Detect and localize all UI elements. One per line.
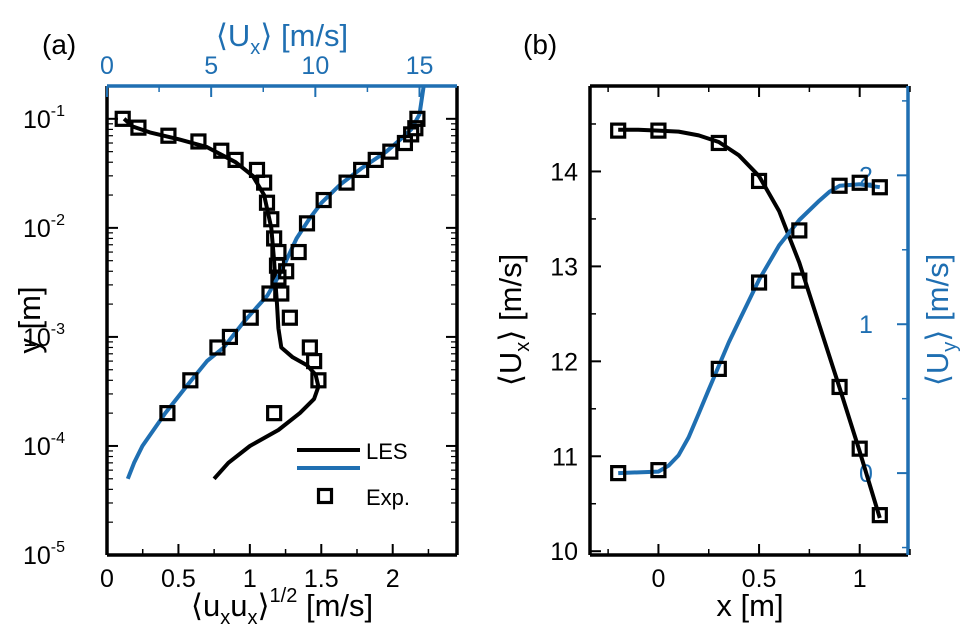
- x-tick-label: 0.5: [742, 565, 777, 593]
- exp-marker: [263, 211, 280, 228]
- exp-marker: [290, 243, 307, 261]
- exp-marker-uy: [610, 465, 627, 482]
- y-left-tick-label: 12: [550, 348, 578, 376]
- y-left-tick-label: 11: [552, 443, 578, 471]
- exp-marker: [190, 133, 207, 150]
- y-right-axis-label: ⟨Uy⟩ [m/s]: [920, 254, 961, 386]
- x-tick-label: 0: [651, 565, 665, 593]
- exp-marker: [298, 215, 316, 232]
- exp-marker: [278, 263, 295, 280]
- exp-marker: [310, 372, 327, 389]
- x-bottom-tick-label: 1.5: [304, 565, 339, 593]
- exp-marker: [130, 119, 147, 136]
- exp-marker-ux: [610, 122, 627, 139]
- exp-marker-uy: [851, 174, 868, 191]
- exp-marker: [159, 405, 176, 422]
- exp-marker: [382, 143, 399, 160]
- y-left-tick-label: 10: [550, 538, 578, 566]
- exp-marker-uy: [831, 177, 848, 194]
- exp-marker: [301, 339, 318, 356]
- exp-marker-ux: [831, 378, 848, 396]
- exp-marker-ux: [871, 507, 888, 524]
- exp-marker: [209, 339, 226, 356]
- x-top-tick-label: 5: [204, 52, 218, 80]
- exp-marker-ux: [851, 440, 868, 457]
- x-bottom-tick-label: 2: [386, 565, 400, 593]
- x-top-tick-label: 0: [100, 52, 114, 80]
- les-ux-line: [618, 127, 882, 519]
- legend-a: LES Exp.: [297, 439, 410, 510]
- les-rms-line: [122, 117, 321, 481]
- exp-marker-uy: [650, 462, 667, 479]
- x-top-axis-label: ⟨Ux⟩ [m/s]: [216, 18, 348, 59]
- exp-marker-uy: [710, 360, 727, 377]
- exp-marker: [306, 353, 323, 370]
- exp-marker: [160, 127, 177, 144]
- exp-marker: [182, 372, 199, 389]
- exp-marker-ux: [710, 134, 727, 152]
- exp-marker-uy: [791, 222, 808, 239]
- y-tick-label: 10-2: [23, 212, 65, 243]
- exp-marker-ux: [750, 172, 768, 190]
- y-right-tick-label: 1: [859, 311, 873, 339]
- panel-label-b: (b): [523, 29, 557, 60]
- x-axis-label: x [m]: [716, 588, 783, 623]
- exp-marker-uy: [750, 274, 768, 291]
- x-bottom-tick-label: 1: [243, 565, 257, 593]
- y-tick-label: 10-4: [23, 430, 65, 461]
- y-left-tick-label: 13: [550, 253, 578, 281]
- y-left-axis-label: ⟨Ux⟩ [m/s]: [493, 254, 534, 386]
- exp-marker: [256, 174, 273, 191]
- exp-marker: [227, 151, 244, 169]
- exp-marker: [315, 191, 332, 209]
- exp-marker: [266, 405, 283, 422]
- y-tick-label: 10-1: [23, 103, 65, 134]
- exp-marker-uy: [871, 179, 888, 196]
- legend-exp-marker: [316, 487, 334, 505]
- exp-marker: [409, 110, 426, 127]
- legend-les-label: LES: [366, 439, 408, 464]
- les-uy-line: [618, 182, 881, 476]
- panel-a: 0 0.5 1 1.5 20 5 10 1510-110-210-310-410-5LESEx…: [12, 18, 459, 629]
- exp-marker-ux: [791, 272, 808, 289]
- exp-marker: [396, 134, 414, 152]
- exp-marker: [213, 142, 230, 159]
- exp-marker: [281, 309, 298, 326]
- panel-label-a: (a): [42, 29, 76, 60]
- exp-marker: [242, 309, 259, 326]
- x-bottom-tick-label: 0: [100, 565, 114, 593]
- plot-area-b: [610, 122, 888, 524]
- x-bottom-axis-label: ⟨uxux⟩1/2 [m/s]: [191, 585, 373, 629]
- x-top-tick-label: 15: [406, 52, 434, 80]
- les-mean-line: [125, 86, 426, 480]
- x-bottom-tick-label: 0.5: [161, 565, 196, 593]
- exp-marker: [258, 194, 276, 211]
- y-axis-label: y [m]: [12, 286, 47, 353]
- exp-marker: [353, 161, 370, 179]
- y-tick-label: 10-5: [23, 539, 65, 570]
- plot-area-a: [114, 86, 426, 481]
- x-tick-label: 1: [853, 565, 867, 593]
- exp-marker-ux: [650, 122, 667, 139]
- exp-marker: [338, 174, 355, 191]
- exp-marker: [221, 328, 239, 346]
- x-top-tick-label: 10: [301, 52, 329, 80]
- exp-marker: [367, 151, 384, 169]
- legend-exp-label: Exp.: [366, 485, 410, 510]
- exp-marker: [261, 285, 278, 302]
- exp-marker: [114, 110, 131, 127]
- y-left-tick-label: 14: [550, 158, 578, 186]
